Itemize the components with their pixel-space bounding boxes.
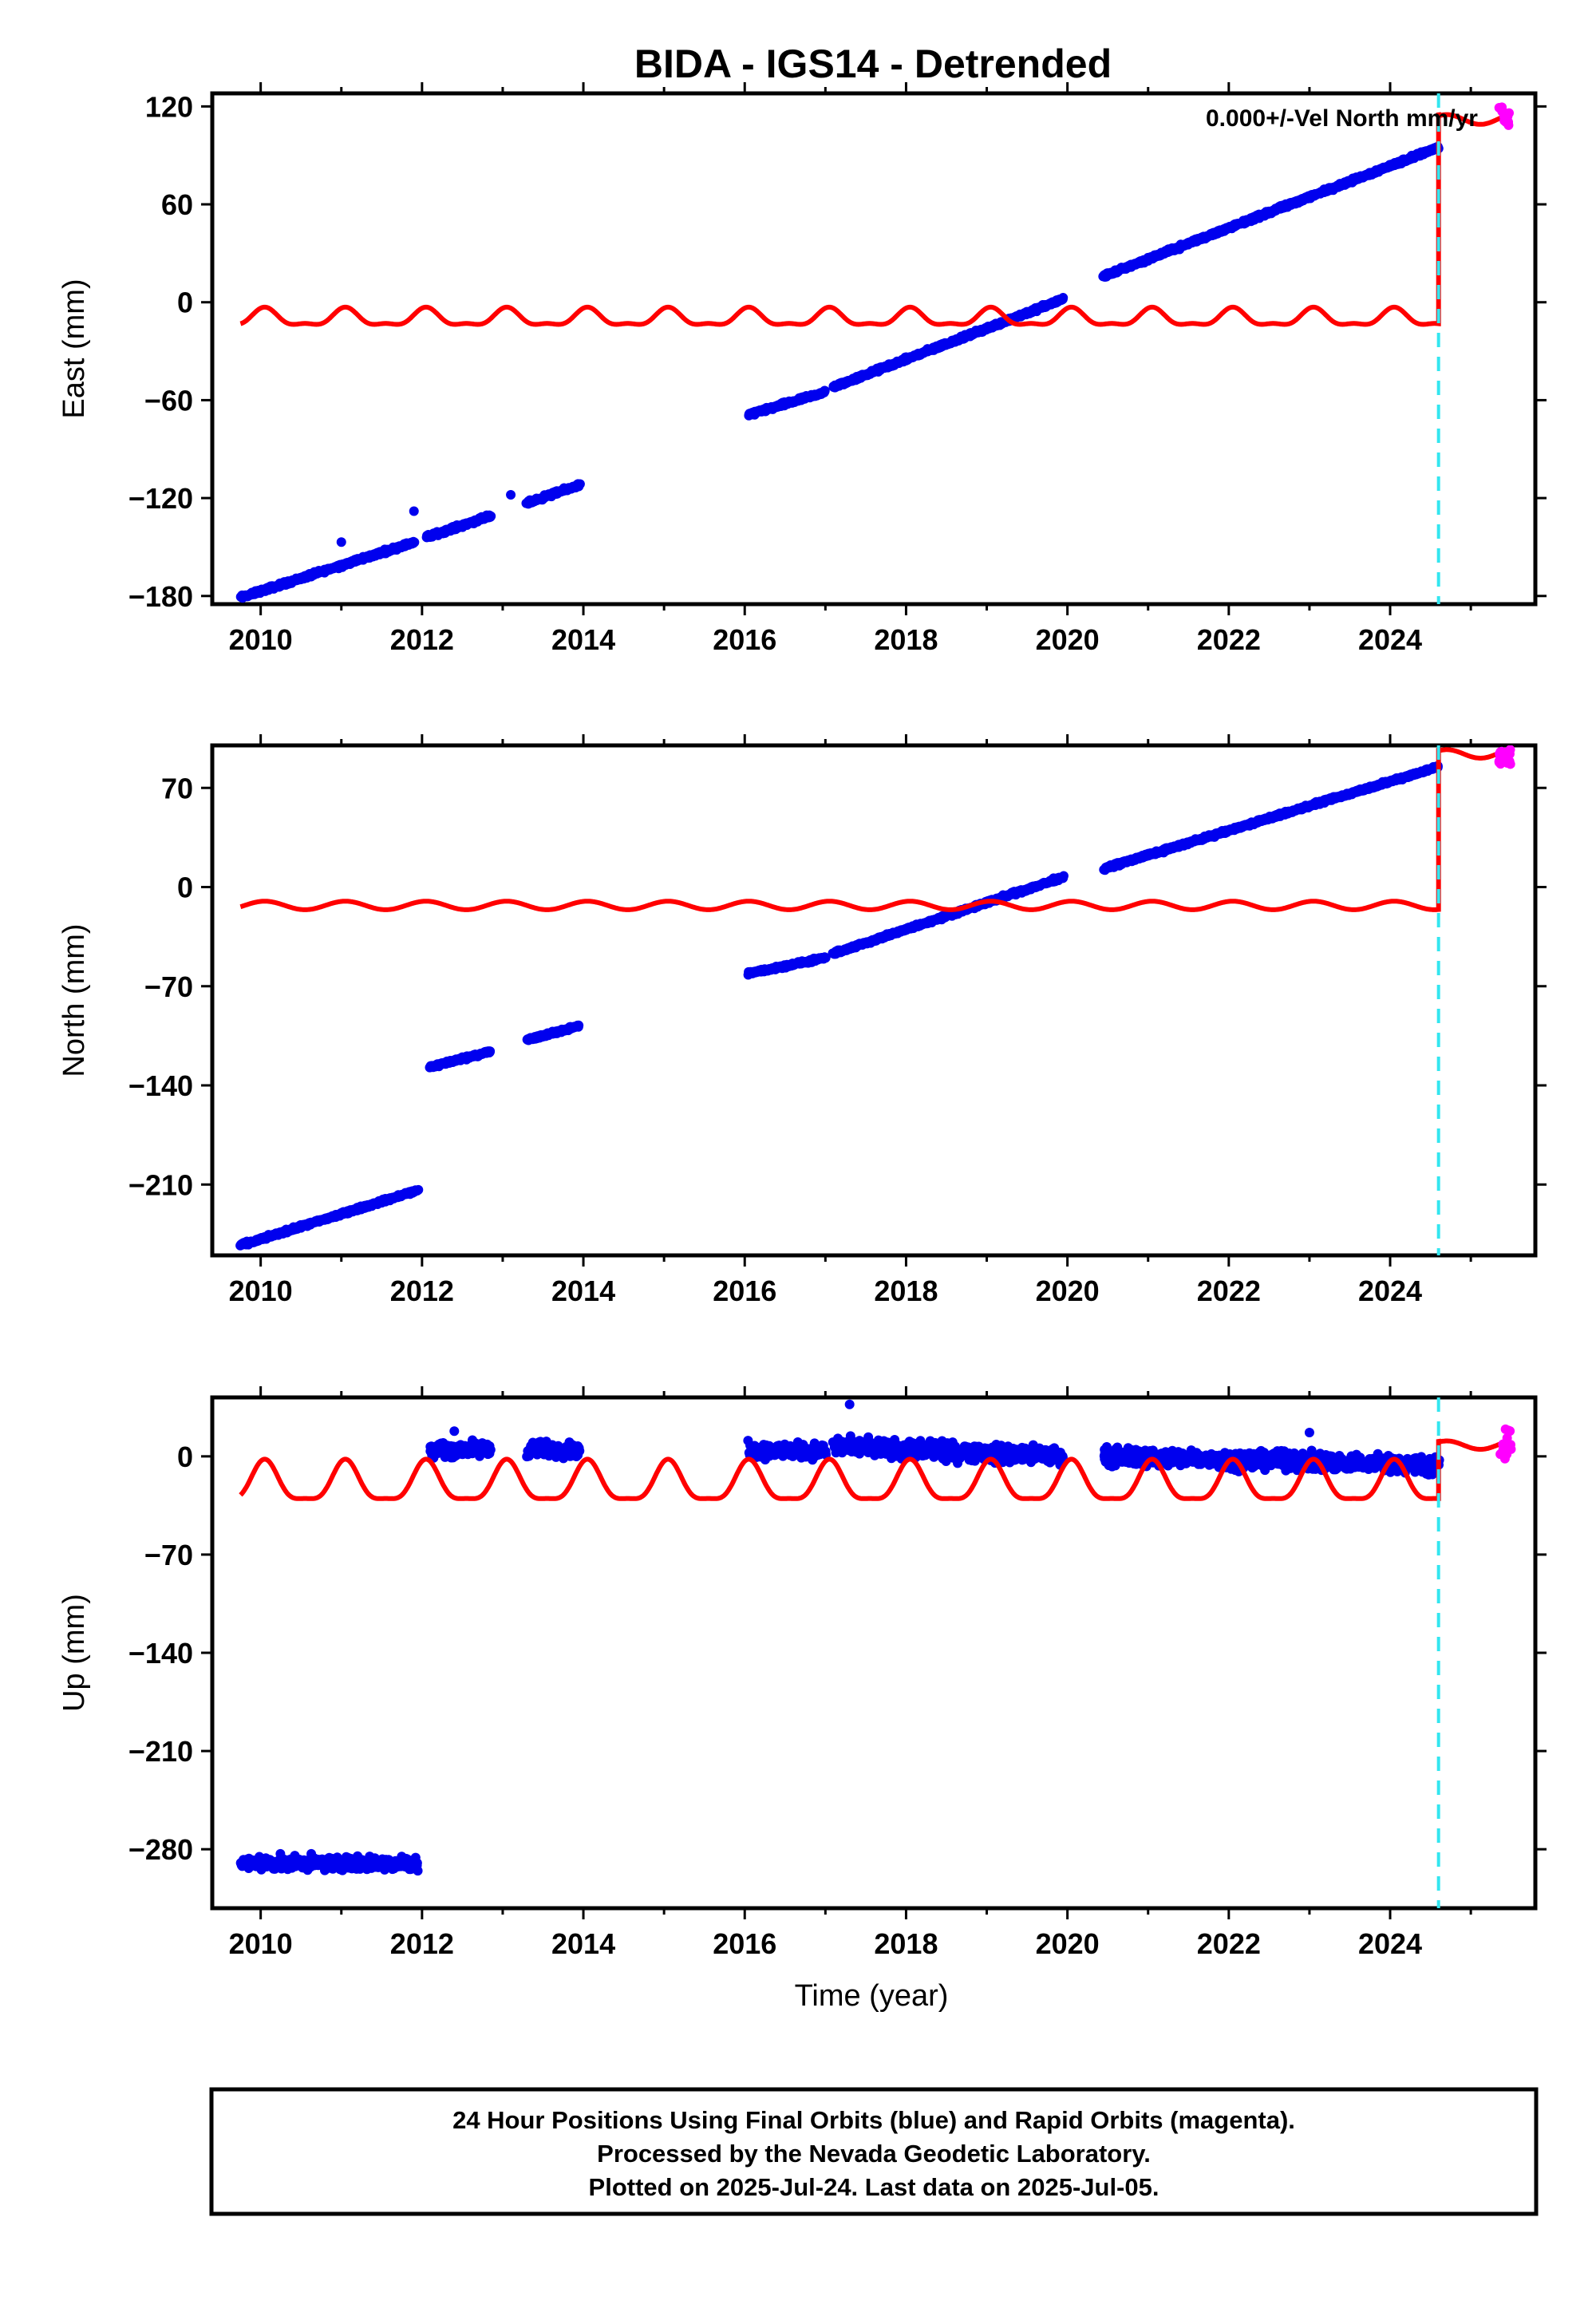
x-tick-label: 2022 [1197, 623, 1261, 656]
final-point [413, 1866, 423, 1876]
final-point [575, 479, 585, 489]
final-point [915, 1436, 926, 1446]
page-title: BIDA - IGS14 - Detrended [634, 41, 1112, 86]
x-tick-label: 2024 [1358, 1275, 1422, 1307]
final-point [820, 952, 830, 962]
y-tick-label: −60 [144, 384, 193, 417]
plot-frame [210, 743, 1538, 1258]
x-tick-label: 2024 [1358, 623, 1422, 656]
final-point [409, 537, 420, 547]
final-point [485, 1445, 496, 1456]
x-tick-label: 2016 [713, 623, 776, 656]
y-tick-label: −140 [128, 1069, 193, 1102]
final-point [1057, 1451, 1068, 1461]
x-tick-label: 2018 [874, 623, 938, 656]
x-tick-label: 2014 [551, 623, 615, 656]
x-tick-label: 2010 [229, 1927, 293, 1960]
east-panel: 2010 2012 2014 2016 2018 2020 2022 2024 120 60 0 −6… [57, 82, 1547, 656]
final-point [485, 1046, 496, 1057]
y-tick-label: 60 [161, 188, 193, 221]
x-tick-label: 2014 [551, 1275, 615, 1307]
x-tick-label: 2012 [390, 1927, 454, 1960]
final-point [486, 511, 496, 521]
final-orbit-series [235, 761, 1443, 1251]
x-tick-label: 2020 [1036, 1275, 1100, 1307]
y-tick-label: −280 [128, 1833, 193, 1866]
final-point [413, 1184, 424, 1195]
y-tick-label: −140 [128, 1637, 193, 1670]
final-point [820, 385, 830, 396]
final-point [1057, 294, 1068, 304]
x-tick-label: 2016 [713, 1275, 776, 1307]
rapid-point [1502, 750, 1512, 761]
x-tick-label: 2010 [229, 623, 293, 656]
y-axis-label: East (mm) [57, 279, 91, 418]
y-tick-label: 0 [177, 871, 193, 904]
rapid-point [1494, 102, 1504, 113]
final-point [409, 506, 419, 516]
x-tick-label: 2020 [1036, 623, 1100, 656]
x-tick-label: 2012 [390, 623, 454, 656]
y-tick-label: −70 [144, 1539, 193, 1571]
final-orbit-series [235, 141, 1444, 603]
y-tick-label: 120 [145, 90, 193, 123]
model-curve [239, 112, 1511, 327]
x-tick-label: 2020 [1036, 1927, 1100, 1960]
rapid-orbit-series [1494, 745, 1515, 769]
rapid-orbit-series [1494, 102, 1514, 130]
north-panel: 2010 2012 2014 2016 2018 2020 2022 2024 70 0 −70 −1… [57, 734, 1547, 1307]
final-point [575, 1445, 585, 1456]
y-axis-label: North (mm) [57, 923, 91, 1077]
model-curve [239, 747, 1511, 912]
final-point [506, 490, 516, 500]
x-tick-label: 2012 [390, 1275, 454, 1307]
x-tick-label: 2018 [874, 1275, 938, 1307]
final-point [574, 1020, 584, 1030]
rapid-point [1494, 757, 1504, 768]
y-tick-label: −120 [128, 482, 193, 515]
final-point [1057, 873, 1068, 883]
x-tick-label: 2018 [874, 1927, 938, 1960]
y-tick-label: 0 [177, 287, 193, 319]
y-tick-label: 70 [161, 772, 193, 804]
y-tick-label: −210 [128, 1168, 193, 1201]
y-axis-label: Up (mm) [57, 1594, 91, 1712]
x-tick-label: 2014 [551, 1927, 615, 1960]
x-tick-label: 2010 [229, 1275, 293, 1307]
y-tick-label: 0 [177, 1441, 193, 1473]
x-tick-label: 2022 [1197, 1275, 1261, 1307]
rapid-point [1502, 114, 1512, 124]
y-tick-label: −180 [128, 580, 193, 613]
final-point [336, 537, 346, 547]
x-tick-label: 2016 [713, 1927, 776, 1960]
y-tick-label: −210 [128, 1735, 193, 1768]
plot-frame [210, 91, 1538, 607]
x-tick-label: 2022 [1197, 1927, 1261, 1960]
x-tick-label: 2024 [1358, 1927, 1422, 1960]
up-panel: 2010 2012 2014 2016 2018 2020 2022 2024 0 −70 −140… [57, 1386, 1547, 1960]
y-tick-label: −70 [144, 970, 193, 1003]
